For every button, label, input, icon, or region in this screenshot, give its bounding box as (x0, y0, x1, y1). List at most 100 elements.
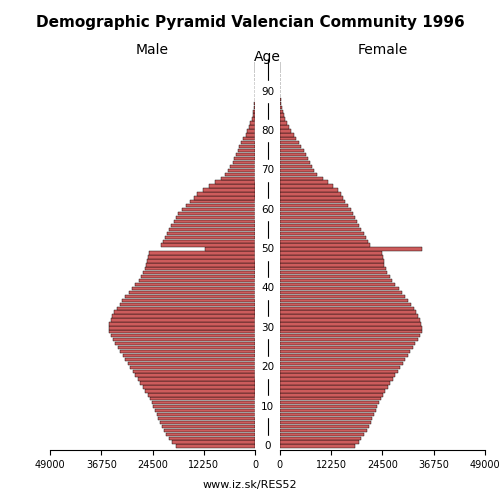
Bar (280, 432, 364, 436)
Bar (170, 436, 255, 440)
Bar (280, 358, 406, 361)
Bar (247, 129, 255, 132)
Bar (280, 382, 390, 384)
Bar (120, 350, 255, 353)
Bar (280, 342, 415, 345)
Bar (280, 417, 372, 420)
Bar (152, 401, 255, 404)
Bar (280, 326, 422, 330)
Text: 80: 80 (261, 126, 274, 136)
Bar (280, 129, 291, 132)
Bar (280, 302, 411, 306)
Bar (108, 326, 255, 330)
Bar (280, 366, 400, 369)
Bar (133, 370, 255, 373)
Bar (280, 259, 384, 262)
Bar (280, 306, 414, 310)
Bar (280, 228, 361, 231)
Bar (246, 133, 255, 136)
Bar (172, 224, 255, 227)
Bar (280, 322, 422, 326)
Bar (280, 318, 420, 322)
Bar (280, 204, 347, 208)
Bar (143, 386, 255, 388)
Bar (226, 172, 255, 176)
Bar (116, 342, 255, 345)
Bar (136, 374, 255, 377)
Text: 0: 0 (264, 441, 271, 451)
Bar (280, 389, 386, 392)
Bar (155, 409, 255, 412)
Text: Demographic Pyramid Valencian Community 1996: Demographic Pyramid Valencian Community … (36, 15, 465, 30)
Bar (176, 444, 255, 448)
Text: 10: 10 (261, 402, 274, 411)
Bar (118, 346, 255, 349)
Bar (280, 413, 374, 416)
Bar (280, 421, 370, 424)
Bar (110, 318, 255, 322)
Bar (280, 330, 422, 334)
Bar (280, 279, 392, 282)
Bar (230, 164, 255, 168)
Bar (157, 413, 255, 416)
Bar (280, 256, 383, 258)
Bar (148, 256, 255, 258)
Text: 40: 40 (261, 284, 274, 294)
Bar (205, 248, 255, 251)
Bar (280, 409, 376, 412)
Bar (280, 232, 363, 235)
Bar (176, 216, 255, 219)
Bar (254, 106, 255, 109)
Bar (280, 157, 308, 160)
Text: 30: 30 (261, 323, 274, 333)
Bar (174, 220, 255, 223)
Bar (280, 386, 388, 388)
Bar (234, 157, 255, 160)
Bar (146, 263, 255, 266)
Bar (236, 153, 255, 156)
Bar (168, 232, 255, 235)
Bar (240, 145, 255, 148)
Bar (280, 118, 285, 121)
Bar (148, 393, 255, 396)
Bar (280, 141, 298, 144)
Bar (280, 188, 338, 192)
Bar (178, 212, 255, 216)
Bar (280, 208, 351, 212)
Bar (170, 228, 255, 231)
Text: 70: 70 (261, 166, 274, 175)
Bar (280, 153, 306, 156)
Bar (280, 240, 368, 243)
Bar (150, 397, 255, 400)
Bar (280, 263, 384, 266)
Bar (110, 334, 255, 338)
Text: 60: 60 (261, 204, 274, 214)
Bar (280, 149, 303, 152)
Bar (280, 424, 369, 428)
Bar (130, 366, 255, 369)
Bar (254, 102, 255, 105)
Bar (242, 141, 255, 144)
Bar (162, 424, 255, 428)
Bar (136, 283, 255, 286)
Bar (113, 338, 255, 342)
Bar (280, 314, 418, 318)
Bar (280, 405, 378, 408)
Bar (182, 208, 255, 212)
Bar (280, 287, 398, 290)
Bar (280, 248, 422, 251)
Bar (280, 236, 366, 239)
Bar (164, 428, 255, 432)
Bar (244, 137, 255, 140)
Bar (280, 374, 396, 377)
Bar (280, 440, 358, 444)
Bar (280, 168, 314, 172)
Bar (166, 432, 255, 436)
Bar (126, 294, 255, 298)
Bar (280, 184, 334, 188)
Bar (280, 444, 355, 448)
Bar (110, 322, 255, 326)
Bar (280, 271, 388, 274)
Bar (280, 224, 359, 227)
Bar (160, 421, 255, 424)
